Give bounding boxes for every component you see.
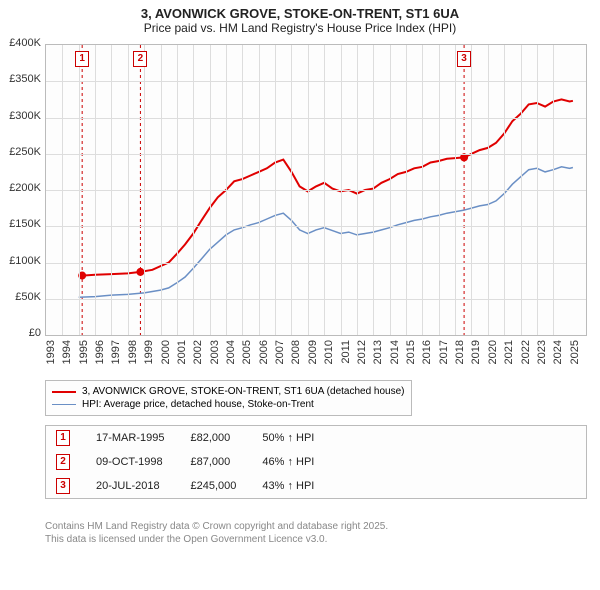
series-hpi [79,167,573,297]
xtick-label: 2004 [225,340,237,372]
tx-price: £245,000 [180,474,252,498]
xtick-label: 1996 [94,340,106,372]
ytick-label: £0 [0,327,41,339]
xtick-label: 2012 [356,340,368,372]
marker-flag-1: 1 [75,51,89,67]
xtick-label: 1998 [127,340,139,372]
ytick-label: £350K [0,73,41,85]
xtick-label: 2022 [520,340,532,372]
tx-badge: 3 [56,478,70,494]
footer-attribution: Contains HM Land Registry data © Crown c… [45,520,585,546]
xtick-label: 2010 [323,340,335,372]
ytick-label: £150K [0,218,41,230]
transactions-panel: 1 17-MAR-1995£82,00050% ↑ HPI 2 09-OCT-1998… [45,425,587,499]
xtick-label: 2006 [258,340,270,372]
xtick-label: 2017 [438,340,450,372]
ytick-label: £200K [0,182,41,194]
tx-change: 43% ↑ HPI [252,474,330,498]
xtick-label: 2009 [307,340,319,372]
legend-swatch-hpi [52,404,76,405]
xtick-label: 2024 [552,340,564,372]
transactions-table: 1 17-MAR-1995£82,00050% ↑ HPI 2 09-OCT-1998… [46,426,330,498]
tx-price: £82,000 [180,426,252,450]
marker-flag-2: 2 [133,51,147,67]
xtick-label: 1993 [45,340,57,372]
xtick-label: 2013 [372,340,384,372]
xtick-label: 2011 [340,340,352,372]
footer-line1: Contains HM Land Registry data © Crown c… [45,520,585,533]
xtick-label: 1994 [61,340,73,372]
xtick-label: 2003 [209,340,221,372]
xtick-label: 1995 [78,340,90,372]
footer-line2: This data is licensed under the Open Gov… [45,533,585,546]
chart-title: 3, AVONWICK GROVE, STOKE-ON-TRENT, ST1 6… [0,0,600,21]
chart-subtitle: Price paid vs. HM Land Registry's House … [0,21,600,39]
ytick-label: £50K [0,291,41,303]
xtick-label: 2019 [470,340,482,372]
xtick-label: 2008 [290,340,302,372]
tx-date: 17-MAR-1995 [86,426,180,450]
legend-label-price: 3, AVONWICK GROVE, STOKE-ON-TRENT, ST1 6… [82,386,405,397]
xtick-label: 2020 [487,340,499,372]
transaction-row: 2 09-OCT-1998£87,00046% ↑ HPI [46,450,330,474]
marker-flag-3: 3 [457,51,471,67]
xtick-label: 1999 [143,340,155,372]
legend-label-hpi: HPI: Average price, detached house, Stok… [82,399,314,410]
ytick-label: £400K [0,37,41,49]
tx-change: 50% ↑ HPI [252,426,330,450]
xtick-label: 2023 [536,340,548,372]
xtick-label: 2014 [389,340,401,372]
tx-badge: 1 [56,430,70,446]
tx-badge: 2 [56,454,70,470]
ytick-label: £100K [0,255,41,267]
xtick-label: 1997 [110,340,122,372]
ytick-label: £300K [0,110,41,122]
transaction-row: 1 17-MAR-1995£82,00050% ↑ HPI [46,426,330,450]
tx-date: 09-OCT-1998 [86,450,180,474]
tx-price: £87,000 [180,450,252,474]
xtick-label: 2018 [454,340,466,372]
tx-date: 20-JUL-2018 [86,474,180,498]
xtick-label: 2025 [569,340,581,372]
xtick-label: 2001 [176,340,188,372]
series-price [82,99,573,275]
legend: 3, AVONWICK GROVE, STOKE-ON-TRENT, ST1 6… [45,380,412,416]
xtick-label: 2007 [274,340,286,372]
legend-row-hpi: HPI: Average price, detached house, Stok… [52,398,405,411]
xtick-label: 2005 [241,340,253,372]
ytick-label: £250K [0,146,41,158]
xtick-label: 2000 [160,340,172,372]
legend-row-price: 3, AVONWICK GROVE, STOKE-ON-TRENT, ST1 6… [52,385,405,398]
xtick-label: 2002 [192,340,204,372]
xtick-label: 2021 [503,340,515,372]
transaction-row: 3 20-JUL-2018£245,00043% ↑ HPI [46,474,330,498]
xtick-label: 2016 [421,340,433,372]
legend-swatch-price [52,391,76,393]
tx-change: 46% ↑ HPI [252,450,330,474]
xtick-label: 2015 [405,340,417,372]
plot-area: 1 2 3 [45,44,587,336]
